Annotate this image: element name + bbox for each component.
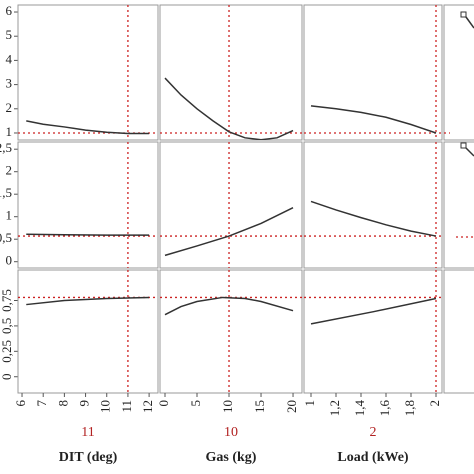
panel-frame bbox=[303, 4, 443, 141]
x-tick-label: 1,2 bbox=[327, 400, 342, 416]
factor-label: DIT (deg) bbox=[59, 450, 118, 465]
panel-frame bbox=[159, 4, 303, 141]
y-tick-label: 0,25 bbox=[0, 340, 14, 363]
x-tick-label: 1,6 bbox=[377, 400, 392, 417]
profile-curve bbox=[164, 296, 294, 316]
x-tick-label: 5 bbox=[188, 400, 203, 407]
y-tick-label: 0,5 bbox=[0, 318, 14, 334]
y-tick-label: 0,75 bbox=[0, 289, 14, 312]
desirability-frame bbox=[443, 4, 474, 141]
profile-curve bbox=[26, 233, 150, 236]
panel bbox=[304, 142, 442, 268]
panel-frame bbox=[159, 269, 303, 394]
profile-curve bbox=[310, 297, 437, 325]
panel bbox=[18, 270, 158, 393]
desirability-column bbox=[443, 4, 474, 394]
panel bbox=[160, 5, 302, 140]
y-tick-label: 1 bbox=[6, 208, 13, 223]
current-value: 2 bbox=[370, 425, 377, 440]
y-tick-label: 0,5 bbox=[0, 230, 12, 245]
desirability-curve bbox=[465, 147, 474, 157]
x-tick-label: 10 bbox=[220, 400, 235, 413]
y-tick-label: 6 bbox=[6, 3, 13, 18]
panel bbox=[304, 270, 442, 393]
x-tick-label: 7 bbox=[34, 400, 49, 407]
x-tick-label: 9 bbox=[77, 400, 92, 407]
x-tick-label: 12 bbox=[140, 400, 155, 413]
profile-curve bbox=[26, 296, 150, 306]
x-tick-label: 15 bbox=[252, 400, 267, 413]
y-tick-label: 0 bbox=[6, 253, 13, 268]
profile-curve bbox=[164, 207, 294, 257]
profile-curve bbox=[164, 77, 294, 140]
y-tick-label: 2,5 bbox=[0, 140, 12, 155]
x-tick-label: 0 bbox=[156, 400, 171, 407]
panel-frame bbox=[17, 4, 159, 141]
y-tick-label: 2 bbox=[6, 100, 13, 115]
x-tick-label: 20 bbox=[284, 400, 299, 413]
x-tick-label: 11 bbox=[119, 400, 134, 413]
y-tick-label: 5 bbox=[6, 27, 13, 42]
desirability-curve bbox=[465, 16, 474, 29]
panel-frame bbox=[159, 141, 303, 269]
current-value: 11 bbox=[81, 425, 94, 440]
profile-curve bbox=[310, 105, 437, 134]
x-tick-label: 2 bbox=[427, 400, 442, 407]
y-tick-label: 0 bbox=[0, 373, 14, 380]
panel-frame bbox=[303, 269, 443, 394]
y-tick-label: 1,5 bbox=[0, 185, 12, 200]
y-tick-label: 2 bbox=[6, 163, 13, 178]
panel-frame bbox=[17, 269, 159, 394]
factor-label: Load (kWe) bbox=[337, 450, 409, 465]
panel bbox=[18, 142, 158, 268]
x-tick-label: 10 bbox=[98, 400, 113, 413]
x-tick-label: 8 bbox=[55, 400, 70, 407]
x-tick-label: 1 bbox=[302, 400, 317, 407]
panel-frame bbox=[303, 141, 443, 269]
factor-label: Gas (kg) bbox=[206, 450, 257, 465]
panel-frame bbox=[17, 141, 159, 269]
profile-curve bbox=[26, 120, 150, 135]
handle bbox=[460, 142, 467, 149]
y-tick-label: 1 bbox=[6, 124, 13, 139]
desirability-frame bbox=[443, 141, 474, 269]
desirability-frame bbox=[443, 269, 474, 394]
profile-curve bbox=[310, 200, 437, 237]
y-tick-label: 3 bbox=[6, 76, 13, 91]
x-tick-label: 1,8 bbox=[402, 400, 417, 416]
y-tick-label: 4 bbox=[6, 51, 13, 66]
panel bbox=[160, 142, 302, 268]
current-value: 10 bbox=[224, 425, 238, 440]
handle bbox=[460, 11, 467, 18]
x-tick-label: 6 bbox=[13, 400, 28, 407]
panel bbox=[160, 270, 302, 393]
panel bbox=[304, 5, 442, 140]
panel bbox=[18, 5, 158, 140]
x-tick-label: 1,4 bbox=[352, 400, 367, 417]
